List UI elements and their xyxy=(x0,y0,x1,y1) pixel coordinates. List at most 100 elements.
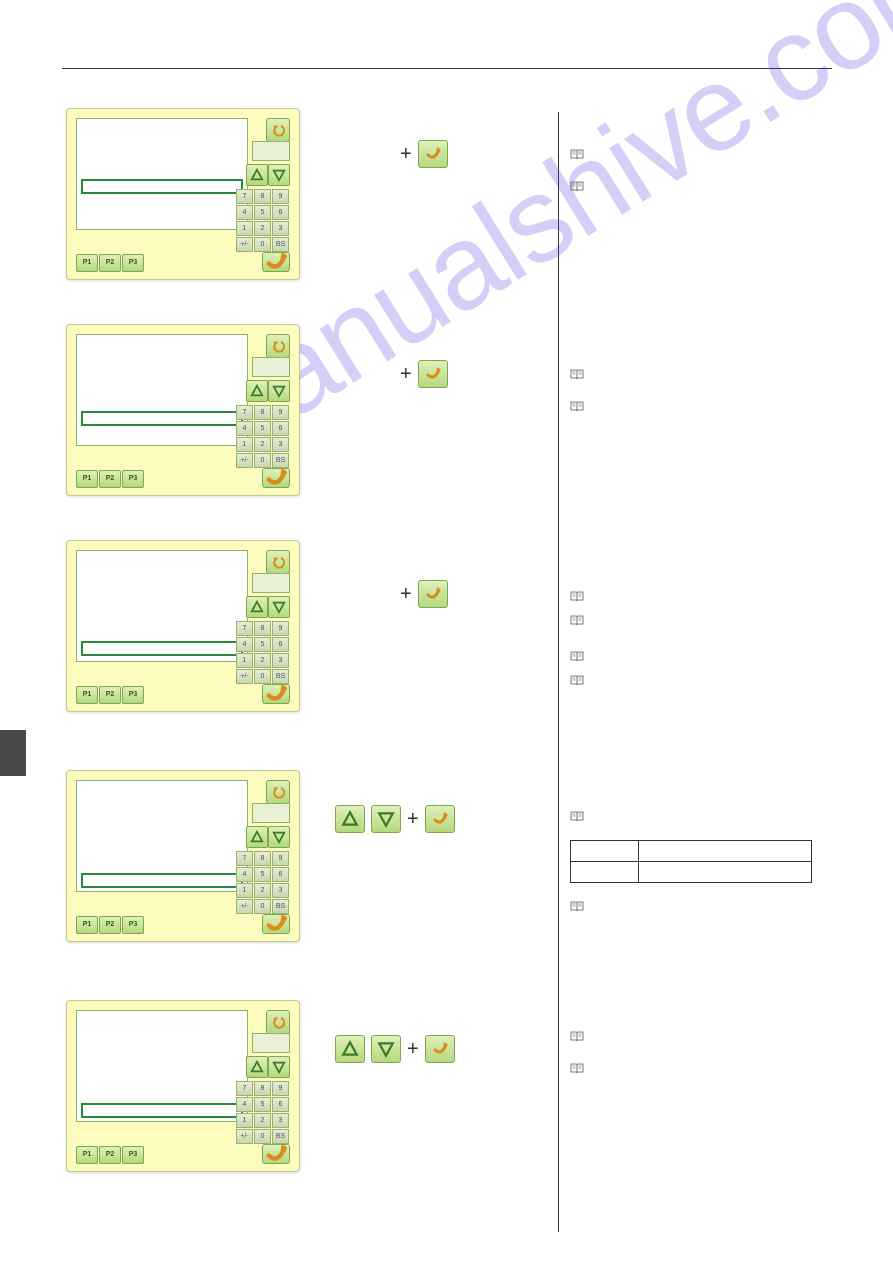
keypad-key[interactable]: +/- xyxy=(236,453,253,468)
small-display xyxy=(252,573,290,593)
keypad-key[interactable]: 6 xyxy=(272,637,289,652)
enter-button[interactable] xyxy=(262,1144,290,1164)
p-button[interactable]: P2 xyxy=(99,686,121,704)
enter-button[interactable] xyxy=(262,468,290,488)
reference-row xyxy=(570,148,591,160)
keypad-key[interactable]: 9 xyxy=(272,405,289,420)
keypad-key[interactable]: +/- xyxy=(236,1129,253,1144)
keypad-key[interactable]: 8 xyxy=(254,405,271,420)
keypad-key[interactable]: 5 xyxy=(254,867,271,882)
keypad-key[interactable]: 7 xyxy=(236,1081,253,1096)
p-button[interactable]: P2 xyxy=(99,1146,121,1164)
keypad-key[interactable]: 2 xyxy=(254,221,271,236)
keypad-key[interactable]: 8 xyxy=(254,189,271,204)
keypad-key[interactable]: 5 xyxy=(254,637,271,652)
keypad-key[interactable]: 3 xyxy=(272,883,289,898)
undo-button[interactable] xyxy=(266,780,290,804)
keypad-key[interactable]: 2 xyxy=(254,883,271,898)
enter-button[interactable] xyxy=(262,252,290,272)
p-button[interactable]: P3 xyxy=(122,470,144,488)
keypad-key[interactable]: 2 xyxy=(254,1113,271,1128)
keypad-key[interactable]: 3 xyxy=(272,437,289,452)
arrow-up-button[interactable] xyxy=(246,164,268,186)
keypad-key[interactable]: 9 xyxy=(272,1081,289,1096)
keypad-key[interactable]: 4 xyxy=(236,205,253,220)
keypad-key[interactable]: 5 xyxy=(254,205,271,220)
keypad-key[interactable]: 8 xyxy=(254,851,271,866)
keypad-key[interactable]: 2 xyxy=(254,653,271,668)
keypad-key[interactable]: 7 xyxy=(236,189,253,204)
enter-button[interactable] xyxy=(262,684,290,704)
keypad-key[interactable]: 1 xyxy=(236,883,253,898)
undo-button[interactable] xyxy=(266,1010,290,1034)
keypad-key[interactable]: 7 xyxy=(236,621,253,636)
keypad-key[interactable]: 3 xyxy=(272,653,289,668)
keypad-key[interactable]: 4 xyxy=(236,867,253,882)
arrow-down-button[interactable] xyxy=(268,826,290,848)
undo-button[interactable] xyxy=(266,550,290,574)
p-button[interactable]: P2 xyxy=(99,254,121,272)
keypad-key[interactable]: 5 xyxy=(254,421,271,436)
p-button[interactable]: P3 xyxy=(122,1146,144,1164)
p-button[interactable]: P1 xyxy=(76,916,98,934)
p-button[interactable]: P3 xyxy=(122,686,144,704)
enter-button[interactable] xyxy=(262,914,290,934)
p-button[interactable]: P2 xyxy=(99,916,121,934)
keypad-key[interactable]: 4 xyxy=(236,1097,253,1112)
arrow-down-icon xyxy=(371,1035,401,1063)
arrow-up-button[interactable] xyxy=(246,380,268,402)
keypad-key[interactable]: 1 xyxy=(236,437,253,452)
keypad-key[interactable]: 8 xyxy=(254,1081,271,1096)
screen-highlight-line xyxy=(81,411,243,426)
keypad-key[interactable]: 7 xyxy=(236,851,253,866)
small-display xyxy=(252,357,290,377)
arrow-down-button[interactable] xyxy=(268,1056,290,1078)
arrow-down-button[interactable] xyxy=(268,596,290,618)
undo-button[interactable] xyxy=(266,118,290,142)
keypad-key[interactable]: 7 xyxy=(236,405,253,420)
table-cell xyxy=(571,862,639,883)
keypad-key[interactable]: 4 xyxy=(236,421,253,436)
book-icon xyxy=(570,901,584,912)
p-button[interactable]: P1 xyxy=(76,254,98,272)
reference-row xyxy=(570,400,591,412)
keypad-key[interactable]: 9 xyxy=(272,621,289,636)
arrow-down-button[interactable] xyxy=(268,380,290,402)
p-button[interactable]: P3 xyxy=(122,254,144,272)
keypad-key[interactable]: +/- xyxy=(236,669,253,684)
keypad-key[interactable]: 6 xyxy=(272,205,289,220)
keypad-key[interactable]: 6 xyxy=(272,421,289,436)
keypad-key[interactable]: 6 xyxy=(272,867,289,882)
keypad-key[interactable]: 9 xyxy=(272,189,289,204)
keypad-key[interactable]: 1 xyxy=(236,1113,253,1128)
p-button[interactable]: P1 xyxy=(76,686,98,704)
arrow-up-button[interactable] xyxy=(246,826,268,848)
undo-button[interactable] xyxy=(266,334,290,358)
keypad-key[interactable]: 3 xyxy=(272,221,289,236)
p-button[interactable]: P1 xyxy=(76,470,98,488)
p-button-row: P1P2P3 xyxy=(76,467,145,488)
keypad-key[interactable]: 6 xyxy=(272,1097,289,1112)
keypad-key[interactable]: 1 xyxy=(236,221,253,236)
book-icon xyxy=(570,675,584,686)
keypad-key[interactable]: +/- xyxy=(236,237,253,252)
action-sequence: + xyxy=(400,140,448,168)
keypad-key[interactable]: +/- xyxy=(236,899,253,914)
p-button[interactable]: P1 xyxy=(76,1146,98,1164)
keypad-key[interactable]: 8 xyxy=(254,621,271,636)
arrow-up-button[interactable] xyxy=(246,596,268,618)
keypad-key[interactable]: 4 xyxy=(236,637,253,652)
small-display xyxy=(252,141,290,161)
keypad-key[interactable]: 9 xyxy=(272,851,289,866)
device-panel: 789456123+/-0BSP1P2P3 xyxy=(66,324,300,496)
keypad-key[interactable]: 2 xyxy=(254,437,271,452)
arrow-up-button[interactable] xyxy=(246,1056,268,1078)
keypad-key[interactable]: 5 xyxy=(254,1097,271,1112)
p-button[interactable]: P3 xyxy=(122,916,144,934)
arrow-down-button[interactable] xyxy=(268,164,290,186)
p-button[interactable]: P2 xyxy=(99,470,121,488)
device-screen xyxy=(76,550,248,662)
small-display xyxy=(252,1033,290,1053)
keypad-key[interactable]: 1 xyxy=(236,653,253,668)
keypad-key[interactable]: 3 xyxy=(272,1113,289,1128)
